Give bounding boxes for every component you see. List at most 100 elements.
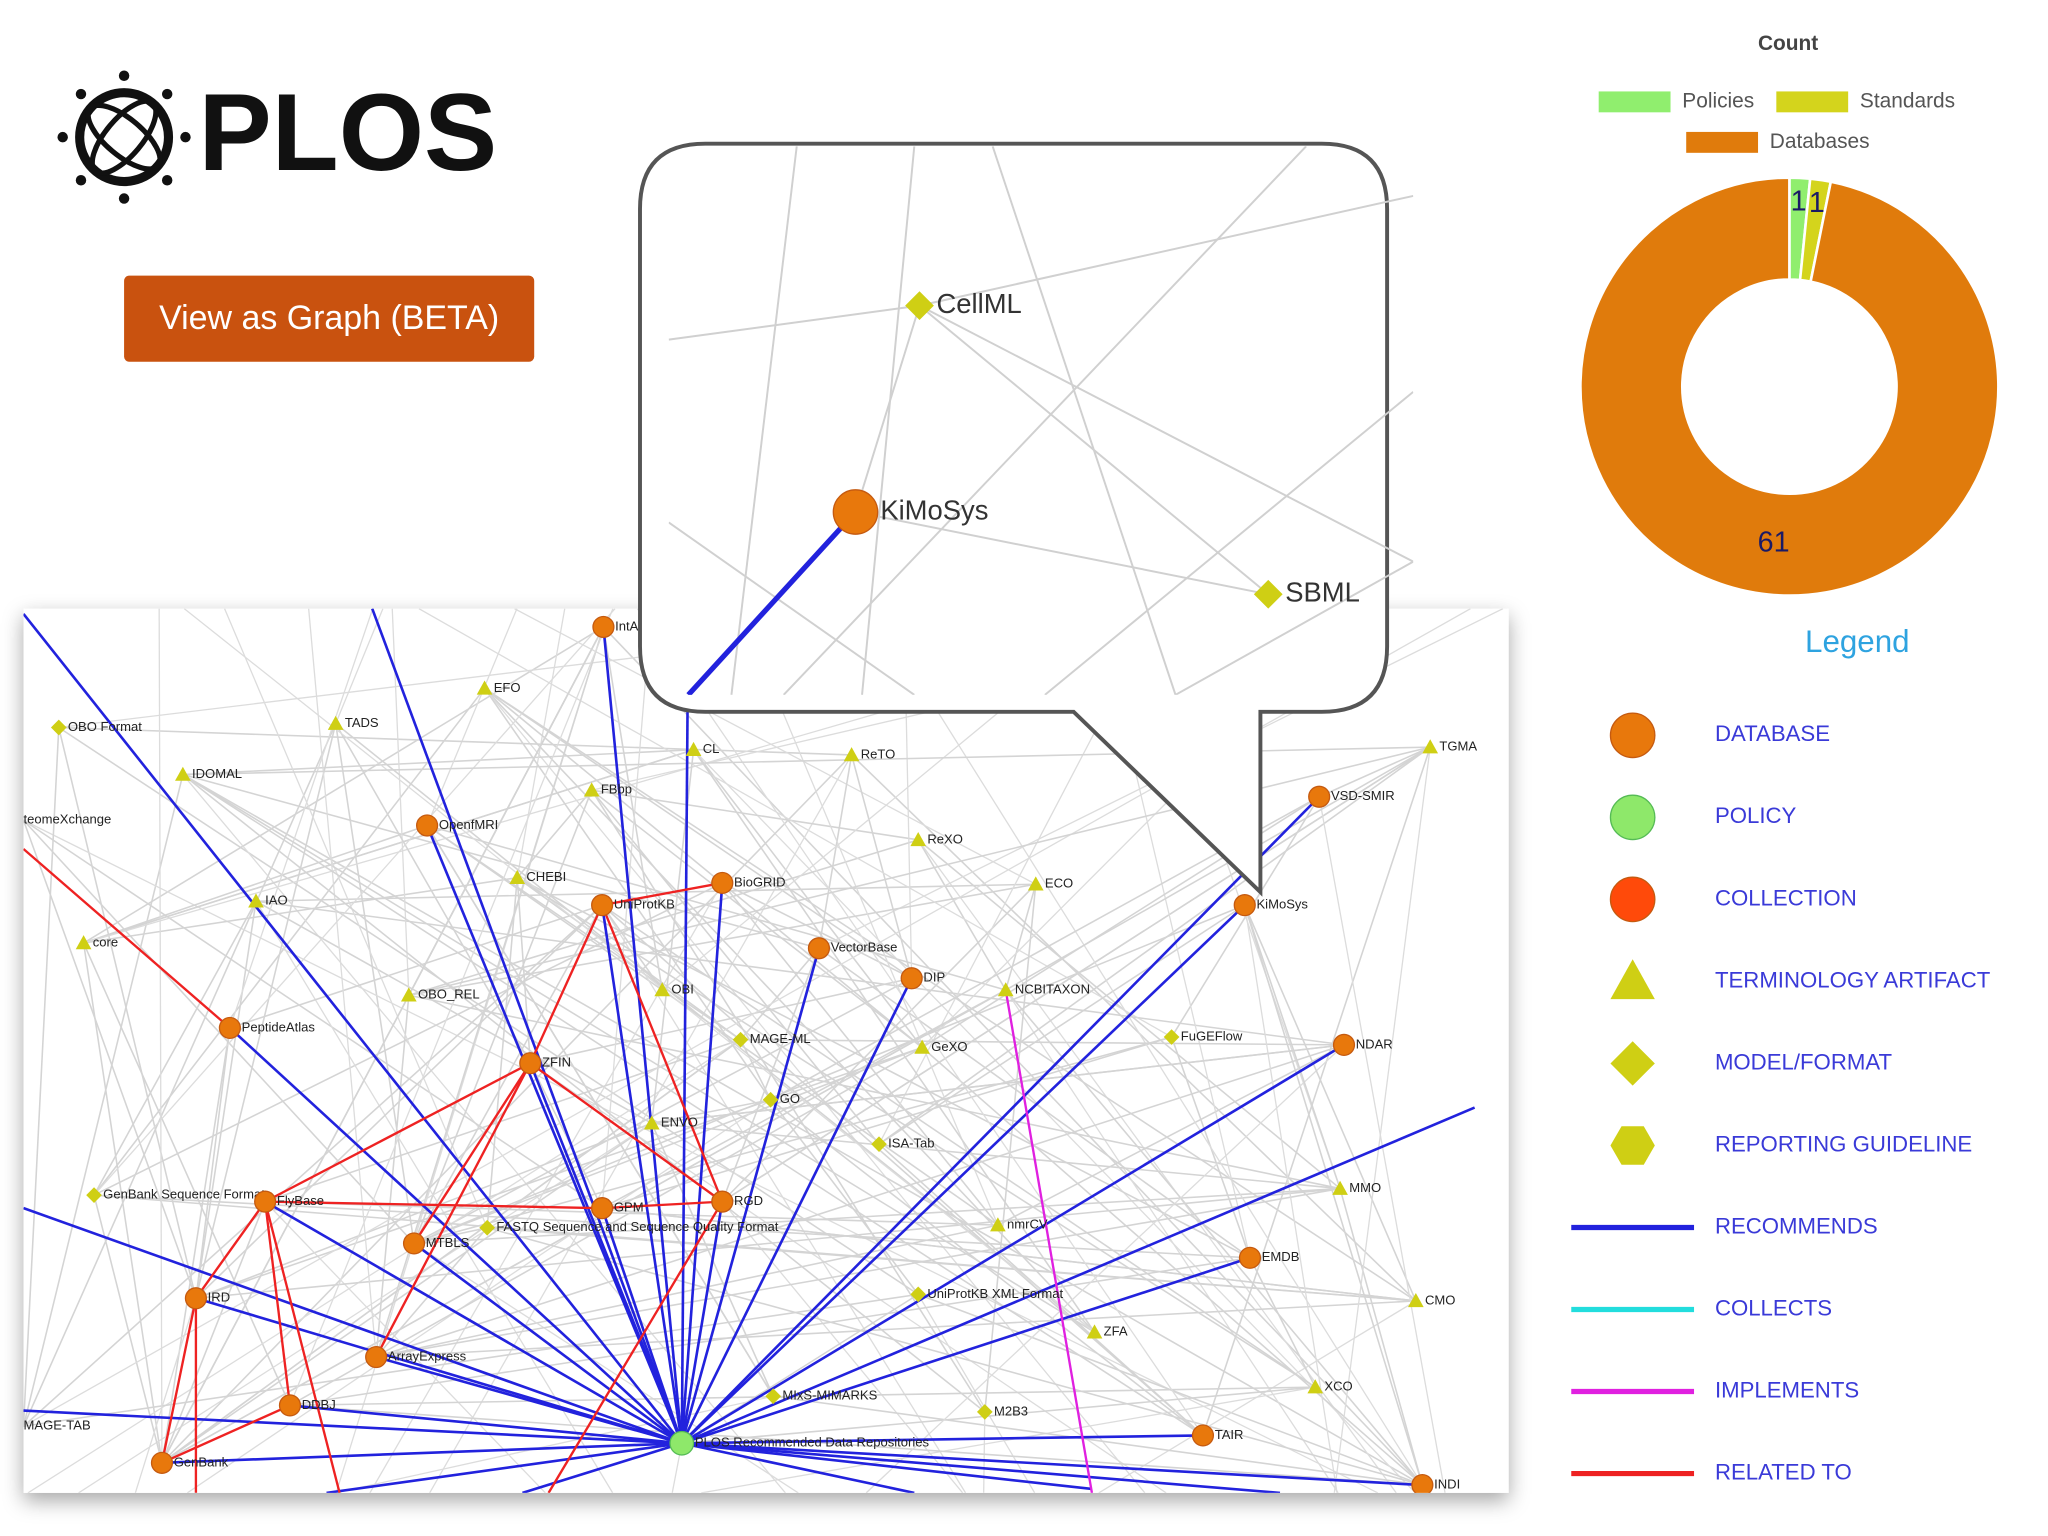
node: [1308, 785, 1331, 808]
edge: [601, 904, 1316, 1388]
node: [997, 982, 1014, 997]
edge: [93, 882, 723, 1196]
edge: [1244, 904, 1417, 1302]
node: [86, 1187, 102, 1203]
legend-label: POLICY: [1715, 803, 1797, 828]
edge: [326, 1441, 682, 1493]
node-label: FlyBase: [277, 1193, 324, 1208]
node: [643, 1115, 660, 1130]
slice-label: 1: [1791, 185, 1807, 217]
node: [583, 782, 600, 797]
edge: [601, 904, 663, 991]
node-label: MIxS-MIMARKS: [782, 1388, 877, 1403]
node-label: ENVO: [661, 1115, 698, 1130]
edge: [289, 1404, 1423, 1486]
node-label: OpenfMRI: [439, 817, 498, 832]
edge: [229, 904, 603, 1029]
edge: [23, 848, 231, 1029]
edge: [23, 727, 60, 1427]
edge: [681, 1441, 1281, 1493]
node: [669, 1430, 695, 1456]
node-label: VectorBase: [831, 940, 898, 955]
node: [765, 1388, 782, 1405]
edge: [195, 1027, 231, 1299]
edge: [23, 819, 1379, 1493]
edge: [194, 1200, 267, 1299]
edge: [93, 1194, 1251, 1259]
edge: [770, 1099, 1204, 1437]
edge: [681, 1386, 1316, 1445]
graph-button[interactable]: View as Graph (BETA): [124, 275, 535, 362]
edge: [529, 1062, 603, 1209]
node-label: M2B3: [994, 1403, 1028, 1418]
logo-orbit: [89, 98, 159, 176]
node: [278, 1394, 302, 1417]
edge: [195, 1122, 653, 1300]
button-label: View as Graph (BETA): [159, 299, 499, 337]
edge: [1005, 989, 1339, 1493]
node-label: FASTQ Sequence and Sequence Quality Form…: [496, 1219, 778, 1234]
node-label: ECO: [1045, 876, 1073, 891]
node-label: IAO: [265, 893, 287, 908]
edge: [255, 900, 1345, 1046]
edge: [83, 824, 428, 944]
edge: [983, 1411, 986, 1493]
logo-ring: [75, 88, 174, 187]
edge: [23, 1293, 919, 1428]
edge: [681, 1441, 1423, 1487]
edge: [195, 901, 257, 1299]
node: [175, 766, 191, 781]
node-label: NCBITAXON: [1015, 981, 1090, 996]
edge: [408, 994, 1341, 1190]
edge: [413, 789, 593, 1244]
edge: [782, 146, 1307, 695]
node-label: EFO: [494, 680, 521, 695]
edge: [693, 749, 1416, 1493]
edge: [23, 774, 184, 1427]
edge: [681, 1441, 915, 1493]
edge: [413, 977, 913, 1245]
edge: [413, 1242, 683, 1445]
edge: [917, 839, 1007, 991]
edge: [264, 1200, 683, 1445]
edge: [161, 1039, 742, 1464]
edge: [991, 146, 1177, 695]
node: [416, 814, 439, 837]
edge: [182, 773, 1423, 1486]
edge: [1249, 1257, 1316, 1388]
legend-label: Databases: [1770, 130, 1870, 153]
edge: [82, 942, 163, 1463]
node: [732, 1031, 749, 1048]
legend-label: Policies: [1682, 89, 1754, 112]
node: [807, 937, 831, 960]
node-label: core: [93, 934, 118, 949]
node: [1332, 1033, 1356, 1056]
edge: [591, 789, 919, 841]
edge: [182, 773, 986, 1413]
node: [1411, 1473, 1434, 1493]
edge: [487, 1226, 1416, 1302]
edge: [23, 819, 603, 1209]
edge: [264, 1201, 341, 1493]
edge: [850, 754, 913, 979]
edge: [1243, 904, 1424, 1486]
node-label: CL: [703, 741, 720, 756]
edge: [651, 1044, 1345, 1125]
edge: [161, 1404, 291, 1464]
logo[interactable]: PLOS: [57, 70, 497, 204]
node: [592, 615, 615, 639]
edge: [681, 1434, 1203, 1445]
node: [1332, 1180, 1348, 1195]
node: [1233, 894, 1256, 917]
legend-swatch: [1598, 91, 1671, 113]
node: [1238, 1246, 1262, 1269]
edge: [769, 1099, 919, 1295]
edge: [376, 1187, 1341, 1358]
edge: [376, 1224, 999, 1358]
edge: [651, 1098, 771, 1125]
node-label: UniProtKB XML Format: [927, 1286, 1063, 1301]
node-label: ReXO: [927, 831, 963, 846]
node-label: RGD: [734, 1193, 763, 1208]
